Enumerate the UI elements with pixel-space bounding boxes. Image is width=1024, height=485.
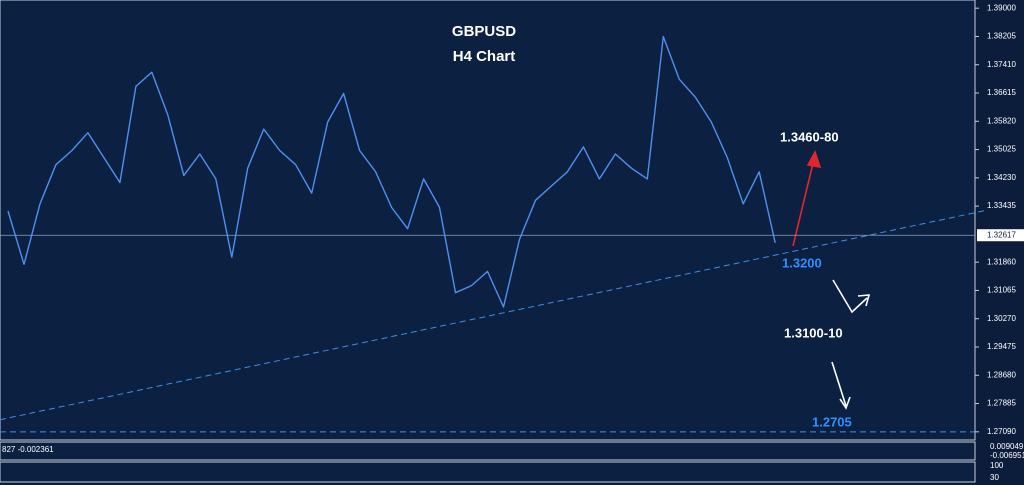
y-tick-label: 1.34230 <box>987 173 1016 182</box>
current-price-label: 1.32617 <box>987 230 1016 239</box>
annotation: 1.3100-10 <box>784 325 843 340</box>
y-tick-label: 1.35820 <box>987 116 1016 125</box>
y-tick-label: 1.29475 <box>987 342 1016 351</box>
plot-area <box>0 0 976 441</box>
y-tick-label: 1.37410 <box>987 60 1016 69</box>
y-tick-label: 1.39000 <box>987 3 1016 12</box>
arrows <box>792 149 871 410</box>
chart-subtitle: H4 Chart <box>453 48 516 65</box>
y-tick-label: 1.36615 <box>987 88 1016 97</box>
trendline <box>0 210 986 421</box>
y-tick-label: 1.27090 <box>987 427 1016 436</box>
macd-panel <box>0 441 976 461</box>
y-tick-label: 1.35025 <box>987 145 1016 154</box>
indicator-label: -0.006951 <box>990 451 1024 460</box>
annotation: 1.2705 <box>812 414 852 429</box>
annotation: 1.3200 <box>782 255 822 270</box>
indicator-label: 100 <box>990 461 1004 470</box>
indicator-label: 30 <box>990 473 999 482</box>
indicator-label: 0.009049 <box>990 442 1024 451</box>
current-price-box <box>977 229 1024 242</box>
indicator-label: 827 -0.002361 <box>2 445 54 454</box>
y-tick-label: 1.31860 <box>987 257 1016 266</box>
y-tick-label: 1.33435 <box>987 201 1016 210</box>
chart-title: GBPUSD <box>452 23 516 40</box>
y-tick-label: 1.28680 <box>987 370 1016 379</box>
price-line <box>7 35 776 308</box>
rsi-panel <box>0 461 976 483</box>
annotation: 1.3460-80 <box>780 129 839 144</box>
y-tick-label: 1.38205 <box>987 32 1016 41</box>
y-tick-label: 1.30270 <box>987 314 1016 323</box>
y-tick-label: 1.31065 <box>987 286 1016 295</box>
y-tick-label: 1.27885 <box>987 399 1016 408</box>
